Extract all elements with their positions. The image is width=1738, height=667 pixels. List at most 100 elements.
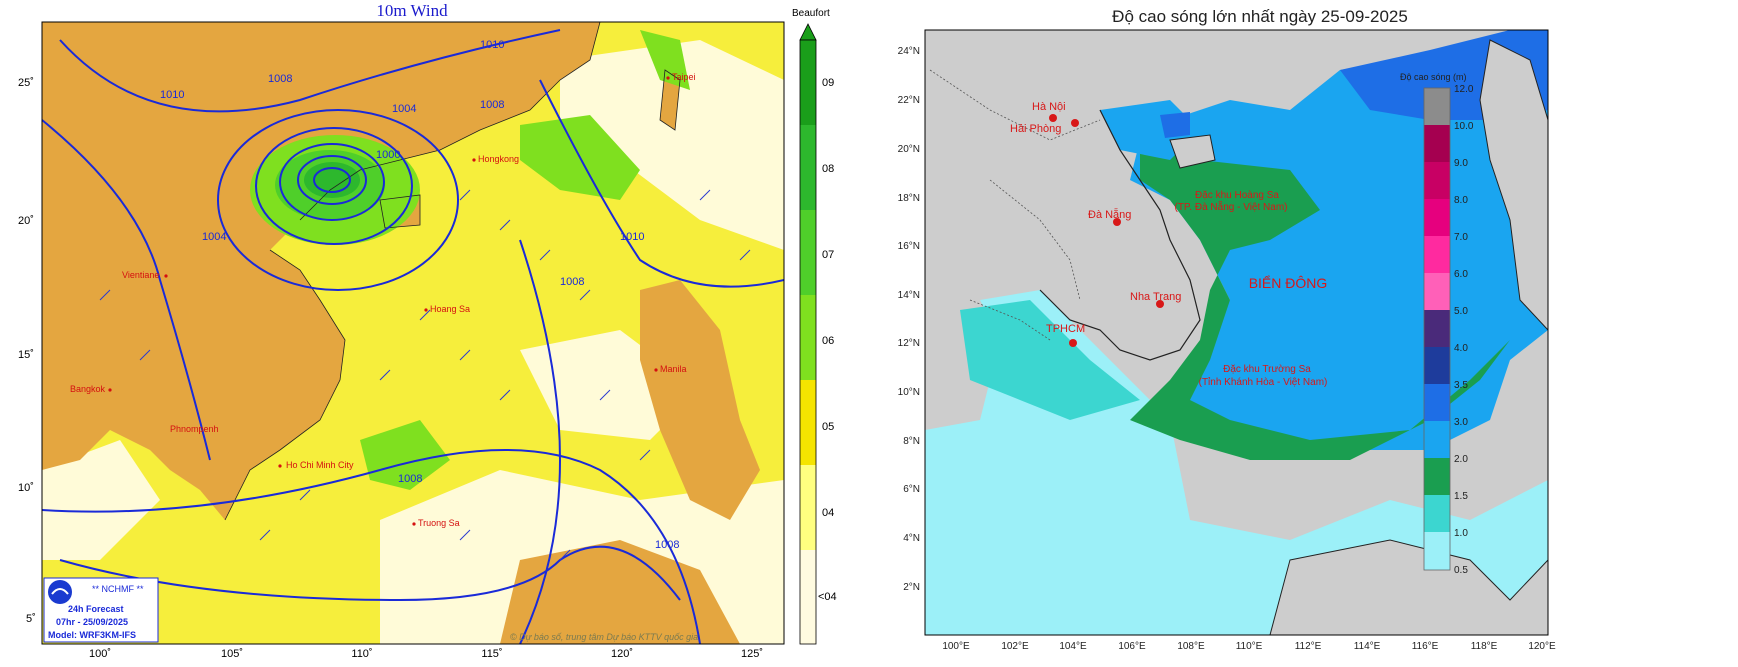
isobar-label: 1008 [480, 99, 504, 111]
isobar-label: 1008 [560, 276, 584, 288]
vietnam-coastline [1039, 109, 1201, 361]
lon-tick: 120°E [1528, 641, 1556, 652]
colorbar-label: 5.0 [1454, 306, 1468, 317]
lat-tick: 15˚ [18, 349, 34, 361]
logo-org: ** NCHMF ** [92, 584, 144, 594]
nchmf-logo-icon [48, 580, 72, 604]
city-label: Hoang Sa [430, 304, 470, 314]
city-label: Đà Nẵng [1088, 208, 1131, 221]
city-label: Taipei [672, 72, 696, 82]
colorbar-label: 6.0 [1454, 269, 1468, 280]
borneo-land [500, 540, 740, 644]
colorbar-label: 1.0 [1454, 528, 1468, 539]
lat-tick: 25˚ [18, 77, 34, 89]
lon-tick: 100˚ [89, 648, 111, 660]
colorbar-label: 08 [822, 163, 834, 175]
lon-tick: 112°E [1295, 641, 1322, 652]
beaufort-colorbar: Beaufort 09 08 07 06 05 04 <04 [792, 8, 837, 645]
colorbar-label: 3.5 [1454, 380, 1468, 391]
south-wind-zone [360, 420, 450, 490]
city-label: Phnompenh [170, 424, 219, 434]
lon-tick: 118°E [1471, 641, 1498, 652]
mainland-land [42, 22, 600, 520]
city-label: Hải Phòng [1010, 123, 1061, 135]
colorbar-title: Beaufort [792, 8, 830, 19]
lat-tick: 6°N [903, 484, 920, 495]
lon-tick: 116°E [1412, 641, 1439, 652]
lon-tick: 102°E [1001, 641, 1029, 652]
lat-tick: 14°N [898, 290, 920, 301]
colorbar-label: 1.5 [1454, 491, 1468, 502]
logo-model: Model: WRF3KM-IFS [48, 630, 136, 640]
city-label: Manila [660, 364, 687, 374]
isobar-label: 1000 [376, 149, 400, 161]
forecast-logo-box: ** NCHMF ** 24h Forecast 07hr - 25/09/20… [43, 577, 159, 643]
city-label: TPHCM [1046, 323, 1085, 335]
wind-lat-axis: 5˚ 10˚ 15˚ 20˚ 25˚ [18, 77, 36, 625]
lat-tick: 10˚ [18, 482, 34, 494]
colorbar-label: 05 [822, 421, 834, 433]
lat-tick: 22°N [898, 95, 920, 106]
colorbar-label: 3.0 [1454, 417, 1468, 428]
isobar-label: 1004 [392, 103, 416, 115]
lon-tick: 115˚ [481, 648, 502, 660]
isobar-label: 1010 [620, 231, 644, 243]
colorbar-label: 8.0 [1454, 195, 1468, 206]
lat-tick: 18°N [898, 193, 920, 204]
lat-tick: 20˚ [18, 215, 34, 227]
wave-lat-axis: 24°N 22°N 20°N 18°N 16°N 14°N 12°N 10°N … [898, 46, 920, 593]
city-label: Ho Chi Minh City [286, 460, 354, 470]
colorbar-label: <04 [818, 591, 837, 603]
lat-tick: 16°N [898, 241, 920, 252]
lat-tick: 10°N [898, 387, 920, 398]
colorbar-label: 4.0 [1454, 343, 1468, 354]
lat-tick: 2°N [903, 582, 920, 593]
lon-tick: 106°E [1118, 641, 1146, 652]
isobar-label: 1004 [202, 231, 226, 243]
city-label: Nha Trang [1130, 291, 1181, 303]
colorbar-label: 0.5 [1454, 565, 1468, 576]
wave-2m-band [1130, 120, 1510, 460]
colorbar-label: 04 [822, 507, 834, 519]
wave-height-colorbar: Độ cao sóng (m) 12.0 10.0 9.0 8.0 7.0 6.… [1400, 72, 1474, 576]
colorbar-label: 06 [822, 335, 834, 347]
wave-map-panel: Độ cao sóng lớn nhất ngày 25-09-2025 [870, 0, 1738, 662]
colorbar-label: 09 [822, 77, 834, 89]
isobar-label: 1008 [655, 539, 679, 551]
wind-map-title: 10m Wind [376, 1, 448, 20]
philippines-land [640, 280, 760, 520]
city-label: Truong Sa [418, 518, 460, 528]
region-label: Đặc khu Hoàng Sa [1195, 190, 1279, 201]
wind-map-panel: 10m Wind [0, 0, 840, 662]
city-label: Hongkong [478, 154, 519, 164]
map-credit: © Dự báo số, trung tâm Dự báo KTTV quốc … [510, 632, 698, 642]
wind-map-svg: 10m Wind [18, 1, 837, 660]
wind-barbs [99, 189, 751, 561]
lat-tick: 12°N [898, 338, 920, 349]
wave-lon-axis: 100°E 102°E 104°E 106°E 108°E 110°E 112°… [942, 641, 1556, 652]
colorbar-label: 10.0 [1454, 121, 1474, 132]
lat-tick: 20°N [898, 144, 920, 155]
lon-tick: 110˚ [351, 648, 372, 660]
lat-tick: 24°N [898, 46, 920, 57]
city-label: Vientiane [122, 270, 159, 280]
isobar-label: 1010 [480, 39, 504, 51]
region-label: (Tỉnh Khánh Hòa - Việt Nam) [1199, 376, 1328, 388]
region-label: (TP. Đà Nẵng - Việt Nam) [1174, 200, 1287, 213]
isobar-label: 1008 [268, 73, 292, 85]
lat-tick: 8°N [903, 436, 920, 447]
lon-tick: 105˚ [221, 648, 243, 660]
wind-lon-axis: 100˚ 105˚ 110˚ 115˚ 120˚ 125˚ [89, 648, 763, 660]
lon-tick: 104°E [1059, 641, 1087, 652]
lat-tick: 5˚ [26, 613, 36, 625]
isobar-label: 1008 [398, 473, 422, 485]
colorbar-label: 12.0 [1454, 84, 1474, 95]
city-label: Bangkok [70, 384, 106, 394]
lon-tick: 100°E [942, 641, 970, 652]
lon-tick: 108°E [1177, 641, 1205, 652]
colorbar-label: 9.0 [1454, 158, 1468, 169]
isobar-label: 1010 [160, 89, 184, 101]
lon-tick: 114°E [1354, 641, 1381, 652]
lon-tick: 110°E [1236, 641, 1263, 652]
city-label: Hà Nội [1032, 101, 1066, 113]
